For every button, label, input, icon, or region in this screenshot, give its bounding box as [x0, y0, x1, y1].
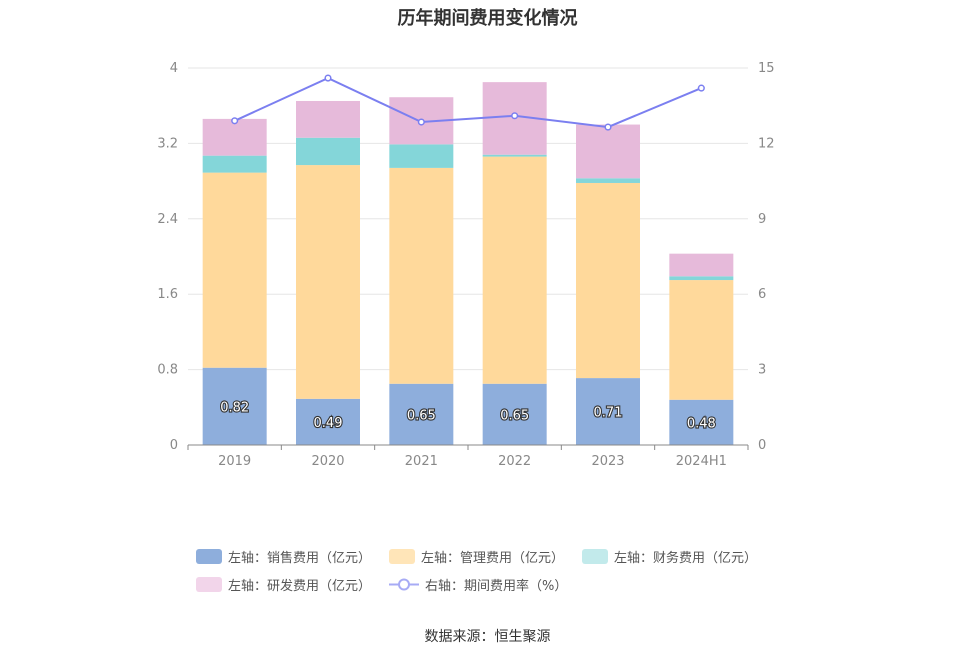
legend-row-1: 左轴：销售费用（亿元） 左轴：管理费用（亿元） 左轴：财务费用（亿元） — [196, 542, 816, 570]
legend-label-rate: 右轴：期间费用率（%） — [425, 578, 568, 594]
y-right-tick-label: 3 — [758, 363, 766, 378]
x-tick-label: 2019 — [218, 454, 251, 469]
y-left-tick-label: 4 — [170, 61, 178, 76]
legend-line-rate-icon — [389, 578, 420, 590]
legend-swatch-rd — [196, 576, 222, 592]
bar-segment-3 — [202, 155, 267, 173]
legend-swatch-admin — [389, 548, 416, 564]
rate-line — [234, 76, 702, 129]
legend-label-admin: 左轴：管理费用（亿元） — [421, 550, 565, 566]
y-left-tick-label: 0.8 — [157, 363, 178, 378]
bar-segment-4 — [669, 253, 734, 277]
bar-data-label: 0.49 — [314, 416, 343, 431]
bar-segment-2 — [669, 280, 734, 400]
x-tick-label: 2024H1 — [676, 454, 727, 469]
legend-label-sales: 左轴：销售费用（亿元） — [228, 550, 372, 566]
bar-segment-3 — [669, 276, 734, 281]
bar-segment-3 — [576, 178, 640, 183]
bar-segment-4 — [296, 100, 360, 138]
legend-swatch-finance — [582, 548, 609, 564]
y-right-tick-label: 12 — [758, 136, 775, 151]
bar-data-label: 0.48 — [687, 416, 716, 431]
chart-plot: 0 0.8 1.6 2.4 3.2 4 0 3 6 9 12 15 0.82 0.49 0.65 0.65 0.… — [157, 61, 775, 469]
y-left-tick-label: 3.2 — [157, 136, 178, 151]
rate-point — [417, 118, 425, 126]
y-left-tick-label: 0 — [170, 438, 178, 453]
bar-segment-3 — [296, 137, 360, 166]
bar-segment-1 — [669, 399, 734, 445]
bar-segment-1 — [202, 367, 267, 445]
legend-item-finance[interactable]: 左轴：财务费用（亿元） — [582, 547, 757, 566]
legend-item-sales[interactable]: 左轴：销售费用（亿元） — [196, 547, 371, 566]
y-right-tick-label: 15 — [758, 61, 775, 76]
data-source: 数据来源：恒生聚源 — [424, 629, 551, 645]
bar-segment-3 — [389, 144, 454, 168]
rate-point — [324, 74, 332, 82]
bar-segment-1 — [576, 378, 640, 445]
legend-label-rd: 左轴：研发费用（亿元） — [228, 578, 372, 594]
rate-point — [231, 117, 239, 125]
x-tick-label: 2021 — [405, 454, 438, 469]
bar-data-label: 0.71 — [594, 406, 623, 421]
bar-data-label: 0.65 — [407, 408, 436, 423]
bar-data-label: 0.65 — [500, 408, 529, 423]
bar-segment-2 — [576, 182, 640, 379]
y-left-tick-label: 2.4 — [157, 212, 178, 227]
bar-segment-1 — [296, 398, 360, 445]
rate-point — [604, 123, 612, 131]
x-tick-label: 2020 — [311, 454, 344, 469]
bar-segment-3 — [482, 154, 547, 157]
bar-segment-4 — [202, 118, 267, 156]
bar-segment-1 — [389, 383, 454, 445]
rate-point — [511, 112, 519, 120]
legend-item-rate[interactable]: 右轴：期间费用率（%） — [389, 575, 567, 594]
legend-row-2: 左轴：研发费用（亿元） 右轴：期间费用率（%） — [196, 570, 816, 598]
x-tick-label: 2023 — [591, 454, 624, 469]
rate-point — [697, 84, 705, 92]
legend: 左轴：销售费用（亿元） 左轴：管理费用（亿元） 左轴：财务费用（亿元） 左轴：研… — [196, 542, 816, 598]
y-left-tick-label: 1.6 — [157, 287, 178, 302]
bar-segment-2 — [482, 156, 547, 384]
bar-segment-2 — [389, 167, 454, 384]
bar-data-label: 0.82 — [220, 400, 249, 415]
bar-segment-2 — [202, 172, 267, 368]
bar-segment-2 — [296, 165, 360, 399]
y-right-tick-label: 6 — [758, 287, 766, 302]
x-tick-label: 2022 — [498, 454, 531, 469]
legend-label-finance: 左轴：财务费用（亿元） — [614, 550, 758, 566]
chart-title: 历年期间费用变化情况 — [397, 8, 578, 29]
y-right-tick-label: 0 — [758, 438, 766, 453]
legend-item-rd[interactable]: 左轴：研发费用（亿元） — [196, 575, 371, 594]
legend-item-admin[interactable]: 左轴：管理费用（亿元） — [389, 547, 564, 566]
y-right-tick-label: 9 — [758, 212, 766, 227]
legend-swatch-sales — [196, 548, 222, 564]
bar-segment-4 — [576, 124, 640, 179]
bar-segment-1 — [482, 383, 547, 445]
